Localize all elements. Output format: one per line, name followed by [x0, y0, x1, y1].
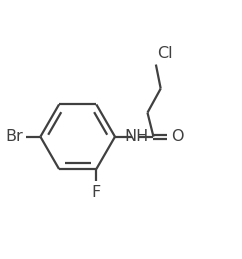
Text: O: O: [171, 129, 183, 144]
Text: Br: Br: [6, 129, 23, 144]
Text: F: F: [92, 185, 101, 200]
Text: NH: NH: [124, 129, 148, 144]
Text: Cl: Cl: [157, 46, 173, 61]
